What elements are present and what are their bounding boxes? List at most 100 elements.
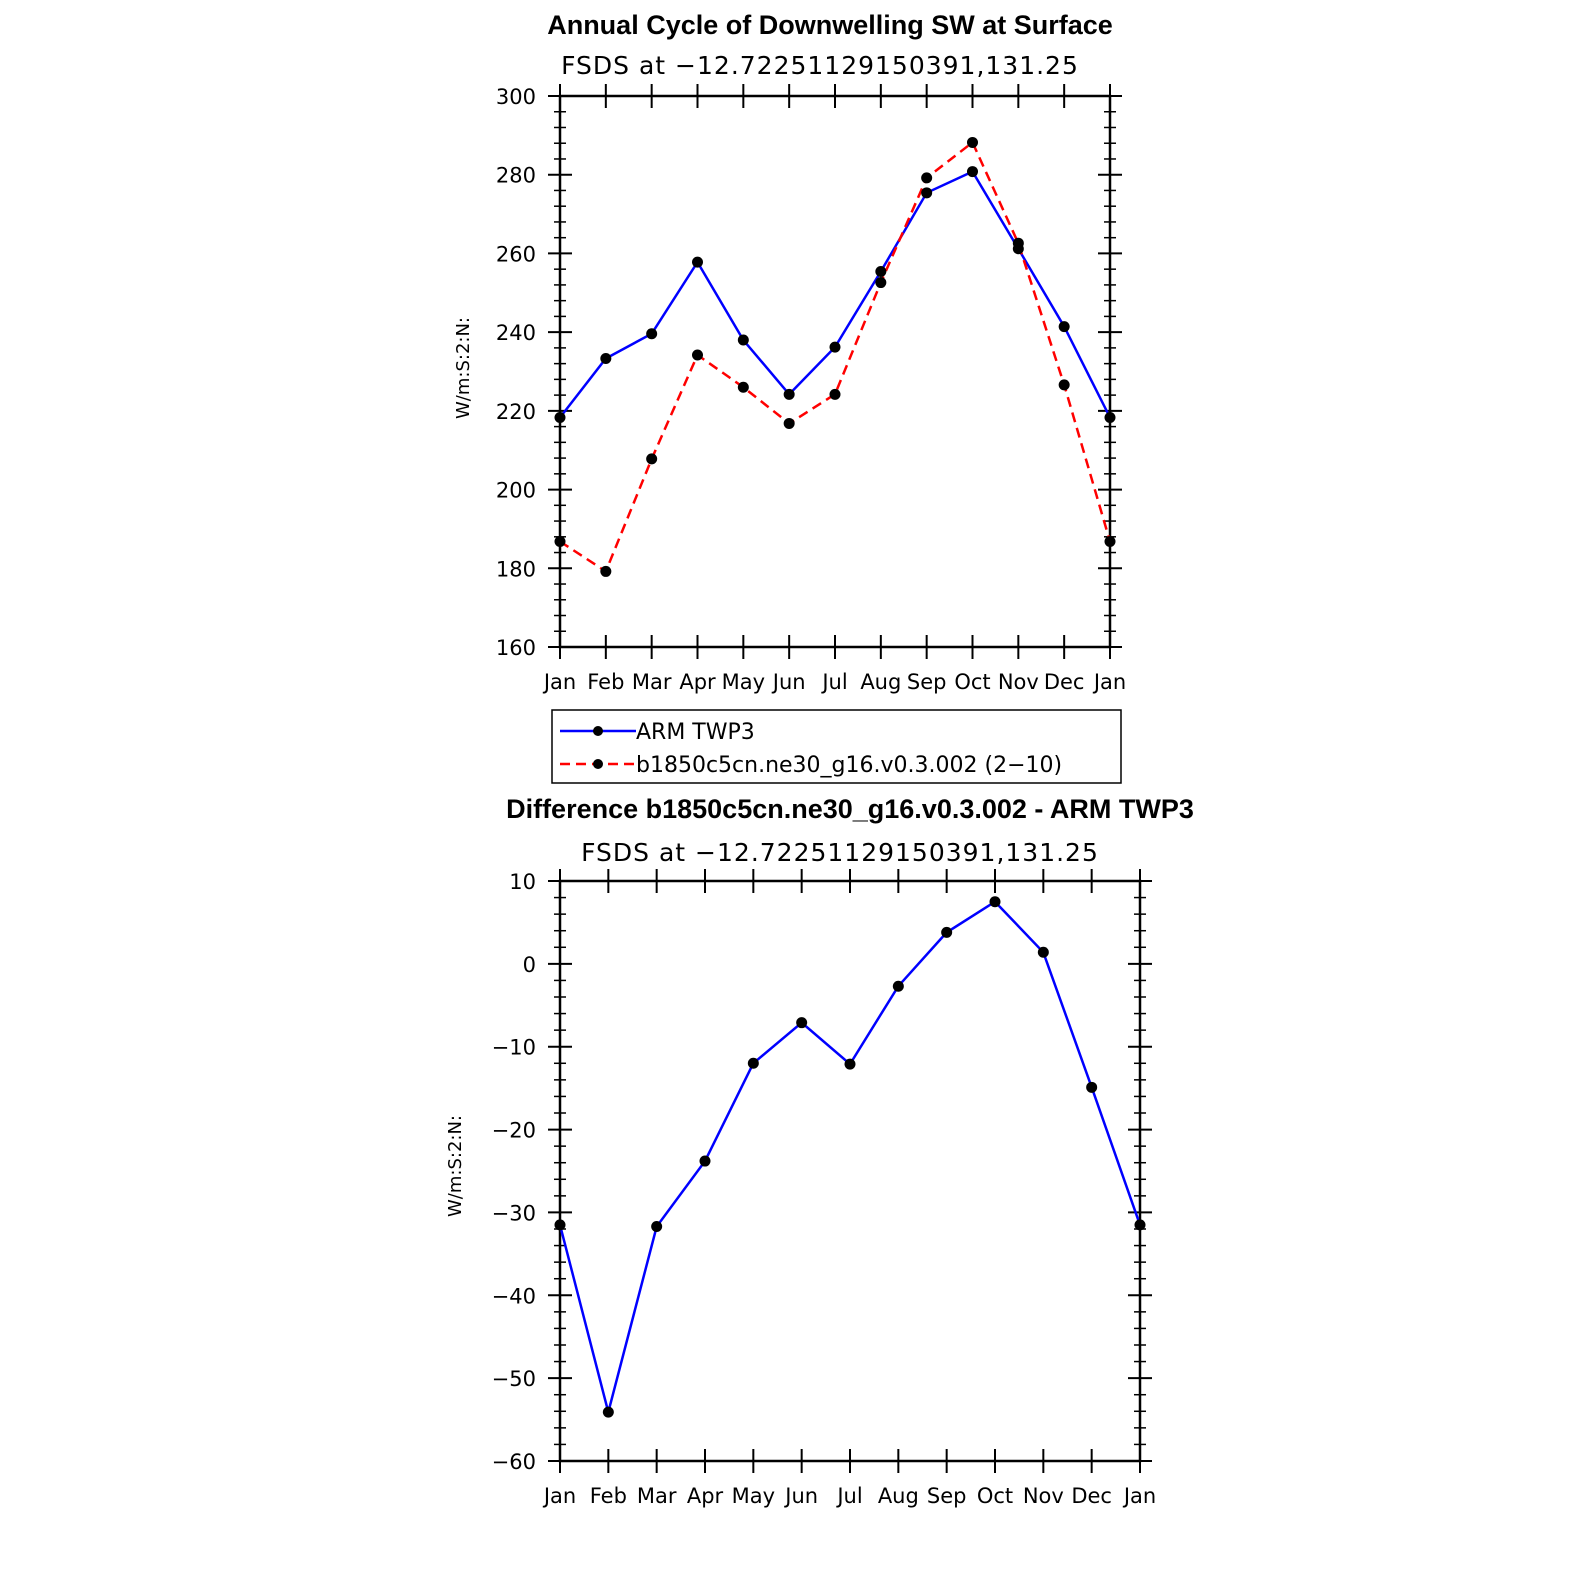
series-0-point (646, 328, 658, 340)
y-tick-label: −60 (492, 1450, 536, 1474)
plot-frame (558, 94, 1112, 649)
x-tick-label: Dec (1044, 670, 1085, 694)
series-0-point (796, 1017, 808, 1029)
series-1-point (1058, 379, 1070, 391)
x-tick-label: Jan (1092, 670, 1126, 694)
y-tick-label: −30 (492, 1201, 536, 1225)
plot-area: −60 −50 −40 −30 −20 −10 0 10 Jan Feb Mar Apr May Jun J… (492, 869, 1156, 1508)
x-tick-label: Apr (679, 670, 716, 694)
x-tick-label: Aug (878, 1484, 919, 1508)
series-0-point (747, 1057, 759, 1069)
series-1-point (600, 565, 612, 577)
series-1-point (1012, 237, 1024, 249)
series-1-point (737, 381, 749, 393)
x-tick-label: Aug (860, 670, 901, 694)
series-1-point (646, 453, 658, 465)
y-tick-label: 260 (496, 242, 536, 266)
x-tick-label: Feb (590, 1484, 627, 1508)
x-tick-label: Nov (998, 670, 1039, 694)
series-1-point (783, 417, 795, 429)
x-tick-label: Jan (1122, 1484, 1156, 1508)
x-tick-label: Mar (637, 1484, 677, 1508)
series-0-point (941, 926, 953, 938)
x-tick-label: Jul (835, 1484, 862, 1508)
series-0-point (829, 341, 841, 353)
series-0-point (651, 1221, 663, 1233)
legend-label-arm-twp3: ARM TWP3 (636, 720, 755, 745)
legend-marker-model (593, 759, 603, 769)
legend-box (551, 709, 1122, 784)
y-tick-label: 0 (523, 953, 536, 977)
chart-subtitle: FSDS at −12.72251129150391,131.25 (581, 838, 1099, 867)
x-tick-label: Dec (1071, 1484, 1112, 1508)
y-tick-label: 240 (496, 321, 536, 345)
y-tick-label: 280 (496, 164, 536, 188)
series-line-0 (559, 169, 1112, 419)
series-0-point (892, 980, 904, 992)
series-0-point (737, 334, 749, 346)
series-line-0 (558, 900, 1142, 1418)
series-1-point (1104, 536, 1116, 548)
y-tick-label: 10 (509, 870, 536, 894)
series-0-point (554, 412, 566, 424)
series-0-point (554, 1219, 566, 1231)
series-0-point (875, 266, 887, 278)
series-1-point (692, 349, 703, 361)
series-1-point (921, 172, 933, 184)
series-0-point (692, 256, 703, 268)
series-line-1 (559, 140, 1112, 574)
x-tick-label: Jan (542, 1484, 576, 1508)
series-1-point (967, 136, 978, 148)
y-tick-label: −50 (492, 1367, 536, 1391)
series-0-point (602, 1406, 614, 1418)
chart-title: Difference b1850c5cn.ne30_g16.v0.3.002 -… (506, 794, 1194, 824)
x-tick-label: Sep (907, 670, 947, 694)
series-0-point (921, 187, 933, 199)
x-tick-label: May (722, 670, 765, 694)
y-tick-label: 160 (496, 636, 536, 660)
series-1-point (554, 536, 566, 548)
difference-chart: Difference b1850c5cn.ne30_g16.v0.3.002 -… (445, 794, 1194, 1508)
y-axis-label: W/m:S:2:N: (445, 1115, 466, 1217)
x-tick-label: Jul (820, 670, 847, 694)
series-0-point (989, 896, 1001, 908)
x-tick-label: Jan (542, 670, 576, 694)
x-tick-label: Nov (1023, 1484, 1064, 1508)
x-tick-label: Mar (632, 670, 672, 694)
series-0-point (967, 166, 978, 178)
series-1-point (875, 277, 887, 289)
series-0-point (1058, 321, 1070, 333)
x-tick-label: Sep (927, 1484, 967, 1508)
chart-subtitle: FSDS at −12.72251129150391,131.25 (561, 51, 1079, 80)
y-axis-label: W/m:S:2:N: (453, 317, 474, 419)
x-tick-label: Apr (687, 1484, 724, 1508)
series-0-point (844, 1058, 856, 1070)
series-0-point (1086, 1081, 1098, 1093)
y-tick-label: 300 (496, 85, 536, 109)
x-tick-label: Feb (587, 670, 624, 694)
y-tick-label: 220 (496, 400, 536, 424)
x-tick-label: Oct (954, 670, 990, 694)
series-0-point (1134, 1219, 1146, 1231)
x-tick-label: May (732, 1484, 775, 1508)
y-tick-label: 200 (496, 479, 536, 503)
x-tick-label: Oct (977, 1484, 1013, 1508)
series-1-point (829, 388, 841, 400)
chart-title: Annual Cycle of Downwelling SW at Surfac… (547, 10, 1113, 40)
series-0-point (600, 353, 612, 365)
x-tick-label: Jun (771, 670, 806, 694)
series-0-point (699, 1155, 711, 1167)
plot-frame (558, 879, 1142, 1463)
legend-label-model: b1850c5cn.ne30_g16.v0.3.002 (2−10) (636, 753, 1062, 778)
y-tick-label: −40 (492, 1284, 536, 1308)
x-tick-label: Jun (783, 1484, 818, 1508)
annual-cycle-chart: Annual Cycle of Downwelling SW at Surfac… (453, 10, 1126, 784)
series-0-point (1104, 412, 1116, 424)
legend-marker-arm-twp3 (593, 726, 603, 736)
y-tick-label: −10 (492, 1036, 536, 1060)
series-0-point (783, 388, 795, 400)
y-tick-label: −20 (492, 1119, 536, 1143)
series-0-point (1037, 946, 1049, 958)
